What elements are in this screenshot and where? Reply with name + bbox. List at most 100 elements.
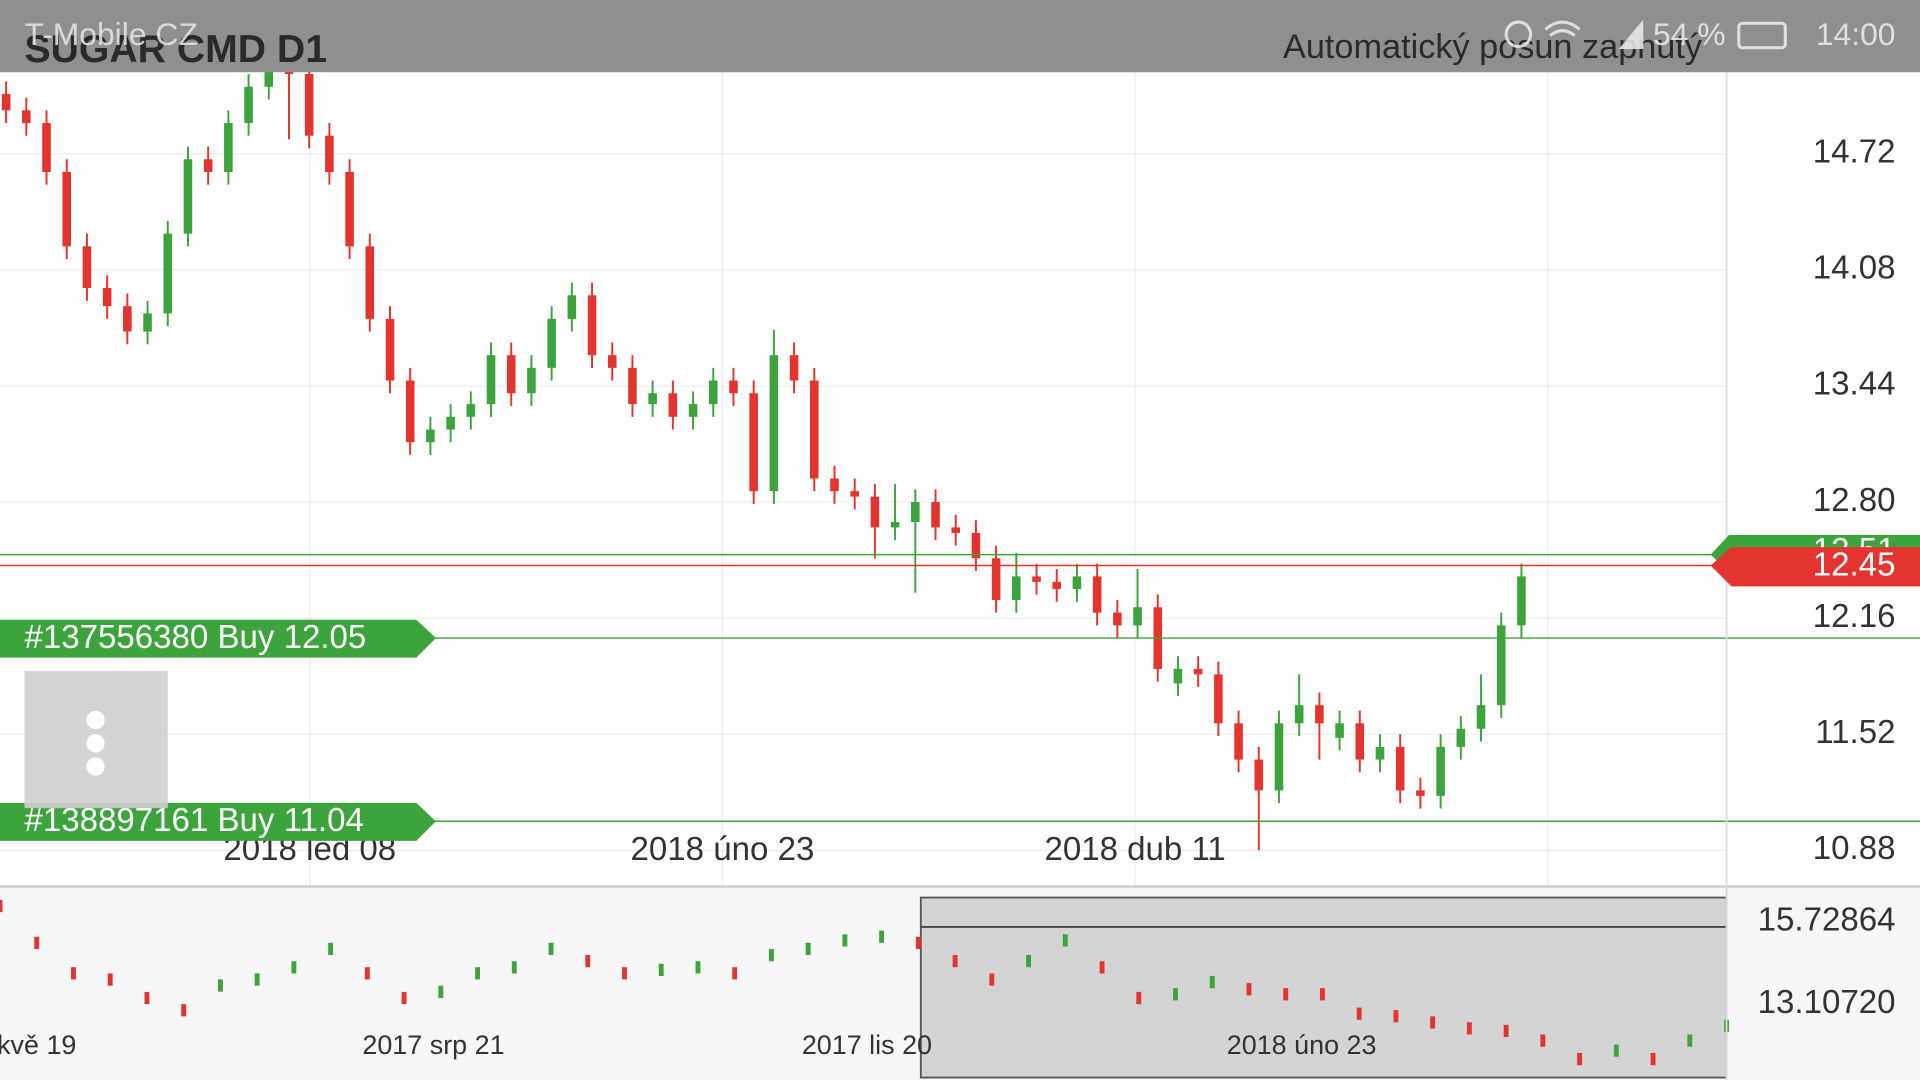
candle-body: [506, 355, 516, 394]
candle-body: [587, 295, 597, 356]
candle-body: [1496, 625, 1506, 706]
candle-body: [769, 355, 779, 492]
menu-button[interactable]: [24, 671, 168, 809]
candle-body: [931, 502, 940, 528]
battery-level: 54 %: [1653, 16, 1726, 52]
candle-body: [102, 288, 112, 307]
navigator-mark: [989, 973, 995, 986]
navigator-mark: [1026, 954, 1032, 968]
candle-body: [203, 159, 213, 172]
navigator-mark: [1099, 961, 1105, 974]
navigator-mark: [0, 899, 3, 913]
candle-body: [1032, 576, 1041, 582]
overlay: 14.72 14.08 13.44 12.80 12.16 11.52 10.88 2018 …: [0, 134, 1920, 868]
y-tick-label: 13.44: [1813, 366, 1896, 403]
candle-body: [1012, 576, 1021, 600]
y-tick-label: 14.08: [1813, 250, 1896, 287]
candle-body: [729, 380, 738, 394]
navigator-mark: [511, 961, 517, 974]
order-tag-label: #137556380 Buy 12.05: [24, 619, 366, 656]
candle-body: [830, 478, 839, 492]
candle-body: [1274, 723, 1284, 791]
navigator-mark: [144, 991, 150, 1005]
navigator-mark: [328, 942, 334, 956]
candle-body: [22, 110, 31, 124]
navigator-mark: [1356, 1007, 1362, 1020]
candle-body: [446, 416, 455, 430]
y-tick-label: 11.52: [1815, 714, 1895, 751]
candle-body: [1, 94, 11, 111]
candle-body: [345, 171, 354, 247]
candle-body: [567, 295, 577, 319]
candle-body: [123, 306, 132, 332]
x-tick-label: 2018 úno 23: [631, 831, 815, 868]
navigator-mark: [622, 967, 627, 980]
candle-body: [42, 123, 51, 172]
navigator-mark: [585, 954, 591, 968]
navigator-mark: [695, 961, 701, 974]
candle-body: [82, 246, 92, 289]
navigator-x-label: 2018 úno 23: [1227, 1030, 1377, 1060]
candle-body: [1355, 723, 1365, 760]
candle-body: [1234, 723, 1243, 760]
navigator-mark: [1613, 1044, 1619, 1057]
candle-body: [365, 246, 375, 319]
navigator-mark: [732, 967, 738, 980]
navigator-mark: [915, 936, 921, 950]
candle-body: [1052, 581, 1062, 590]
y-tick-label: 10.88: [1813, 830, 1896, 867]
candle-body: [304, 74, 314, 136]
candle-body: [547, 318, 556, 368]
alarm-icon: [1504, 20, 1533, 49]
candle-body: [62, 171, 72, 247]
candle-body: [749, 393, 758, 492]
candle-body: [224, 123, 233, 172]
candle-body: [1214, 674, 1223, 724]
candle-body: [1395, 746, 1405, 791]
candle-body: [688, 404, 698, 417]
navigator-mark: [1320, 988, 1325, 1001]
candle-body: [426, 429, 435, 443]
candle-body: [486, 355, 496, 405]
candle-body: [163, 233, 173, 314]
candle-body: [405, 380, 415, 443]
header-bar: [0, 0, 1920, 73]
bid-tag-label: 12.45: [1813, 546, 1896, 583]
menu-dot: [86, 734, 105, 753]
navigator-mark: [1650, 1052, 1656, 1066]
carrier: T-Mobile CZ: [24, 16, 197, 52]
candle-body: [1113, 612, 1122, 626]
navigator-mark: [254, 973, 260, 986]
order-tag: [0, 802, 436, 841]
navigator-mark: [1393, 1010, 1399, 1023]
navigator-mark: [1246, 983, 1252, 996]
navigator-mark: [952, 954, 958, 968]
candle-body: [951, 527, 960, 533]
candle-body: [1416, 790, 1425, 796]
order-tag: [0, 619, 436, 658]
main-chart: [0, 55, 1920, 887]
candle-body: [1476, 705, 1486, 729]
candle-body: [870, 496, 880, 528]
y-tick-label: 12.80: [1813, 482, 1896, 519]
navigator-mark: [658, 963, 664, 976]
candle-body: [890, 522, 900, 528]
order-tag-label: #138897161 Buy 11.04: [24, 802, 363, 839]
navigator-mark: [879, 930, 885, 943]
candle-body: [668, 393, 678, 417]
navigator-mark: [364, 967, 370, 980]
navigator-x-label: 2017 lis 20: [802, 1030, 932, 1060]
candle-body: [850, 491, 859, 497]
navigator-y-label: 15.72864: [1758, 902, 1896, 939]
menu-dot: [86, 757, 105, 776]
navigator-mark: [217, 979, 223, 992]
signal-icon: [1618, 19, 1644, 49]
candle-body: [466, 404, 476, 417]
menu-dot: [86, 710, 105, 730]
navigator-mark: [1209, 975, 1215, 989]
navigator-mark: [475, 967, 480, 980]
candle-body: [385, 318, 395, 381]
candle-body: [1375, 746, 1385, 760]
navigator-mark: [1173, 988, 1178, 1001]
candle-body: [1133, 607, 1142, 626]
